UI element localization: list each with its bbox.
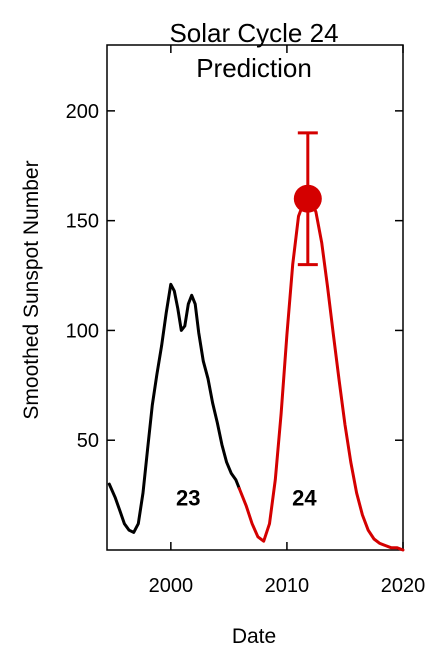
x-tick-label: 2020 bbox=[381, 575, 426, 597]
prediction-point bbox=[293, 184, 322, 213]
x-axis-label: Date bbox=[232, 625, 276, 648]
plot-frame bbox=[106, 44, 404, 551]
cycle-labels: 23 24 bbox=[176, 485, 317, 510]
x-axis: 2000 2010 2020 bbox=[149, 45, 426, 597]
x-tick-label: 2000 bbox=[149, 575, 194, 597]
series-line-cycle-23 bbox=[107, 282, 241, 534]
chart-title-line-1: Solar Cycle 24 bbox=[169, 18, 338, 48]
series-layer bbox=[107, 197, 405, 552]
y-tick-label: 50 bbox=[77, 430, 99, 452]
series-line-cycle-24 bbox=[237, 197, 405, 552]
y-axis: 50 100 150 200 bbox=[66, 101, 403, 452]
x-tick-label: 2010 bbox=[265, 575, 310, 597]
y-tick-label: 150 bbox=[66, 211, 99, 233]
y-axis-label: Smoothed Sunspot Number bbox=[20, 160, 43, 419]
cycle-label: 23 bbox=[176, 485, 200, 510]
cycle-label: 24 bbox=[292, 485, 317, 510]
y-tick-label: 100 bbox=[66, 320, 99, 342]
chart-title-line-2: Prediction bbox=[196, 53, 312, 83]
prediction-marker bbox=[293, 131, 322, 267]
y-tick-label: 200 bbox=[66, 101, 99, 123]
